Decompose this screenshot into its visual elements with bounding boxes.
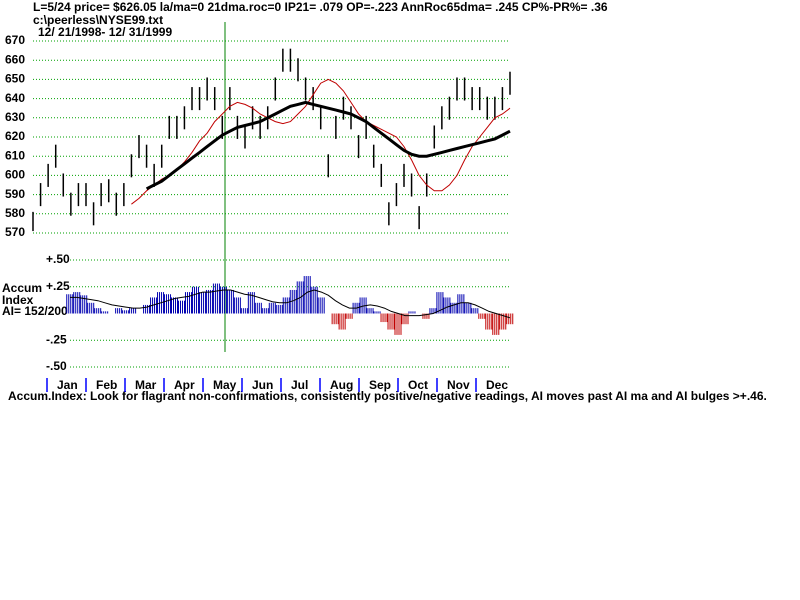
ai-label: AI= 152/200 (2, 304, 68, 318)
y-tick-label: 660 (5, 52, 25, 66)
y-tick-label: -.50 (46, 359, 67, 373)
file-name: c:\peerless\NYSE99.txt (33, 13, 163, 27)
y-tick-label: 610 (5, 148, 25, 162)
y-tick-label: 600 (5, 168, 25, 182)
moving-average (145, 100, 511, 191)
month-label: Oct (408, 378, 428, 392)
y-tick-label: +.50 (46, 252, 70, 266)
y-tick-label: 570 (5, 225, 25, 239)
footnote: Accum.Index: Look for flagrant non-confi… (8, 389, 767, 403)
month-label: Sep (369, 378, 391, 392)
month-label: Jun (252, 378, 273, 392)
y-tick-label: 640 (5, 91, 25, 105)
y-tick-label: 580 (5, 206, 25, 220)
month-label: Nov (447, 378, 470, 392)
y-tick-label: 590 (5, 187, 25, 201)
y-tick-label: 630 (5, 110, 25, 124)
y-tick-label: +.25 (46, 279, 70, 293)
ai-moving-average (70, 289, 511, 319)
month-label: Aug (330, 378, 353, 392)
month-label: Feb (96, 378, 117, 392)
month-label: May (213, 378, 237, 392)
month-label: Jan (57, 378, 78, 392)
y-tick-label: 650 (5, 72, 25, 86)
panel-title: Accum (2, 281, 42, 295)
month-label: Dec (486, 378, 508, 392)
date-range: 12/ 21/1998- 12/ 31/1999 (38, 25, 172, 39)
y-tick-label: -.25 (46, 332, 67, 346)
y-tick-label: 620 (5, 129, 25, 143)
status-line: L=5/24 price= $626.05 la/ma=0 21dma.roc=… (33, 0, 608, 14)
month-label: Apr (174, 378, 195, 392)
y-tick-label: 670 (5, 33, 25, 47)
moving-average (131, 78, 511, 205)
month-label: Jul (291, 378, 308, 392)
panel-title: Index (2, 293, 34, 307)
month-label: Mar (135, 378, 157, 392)
